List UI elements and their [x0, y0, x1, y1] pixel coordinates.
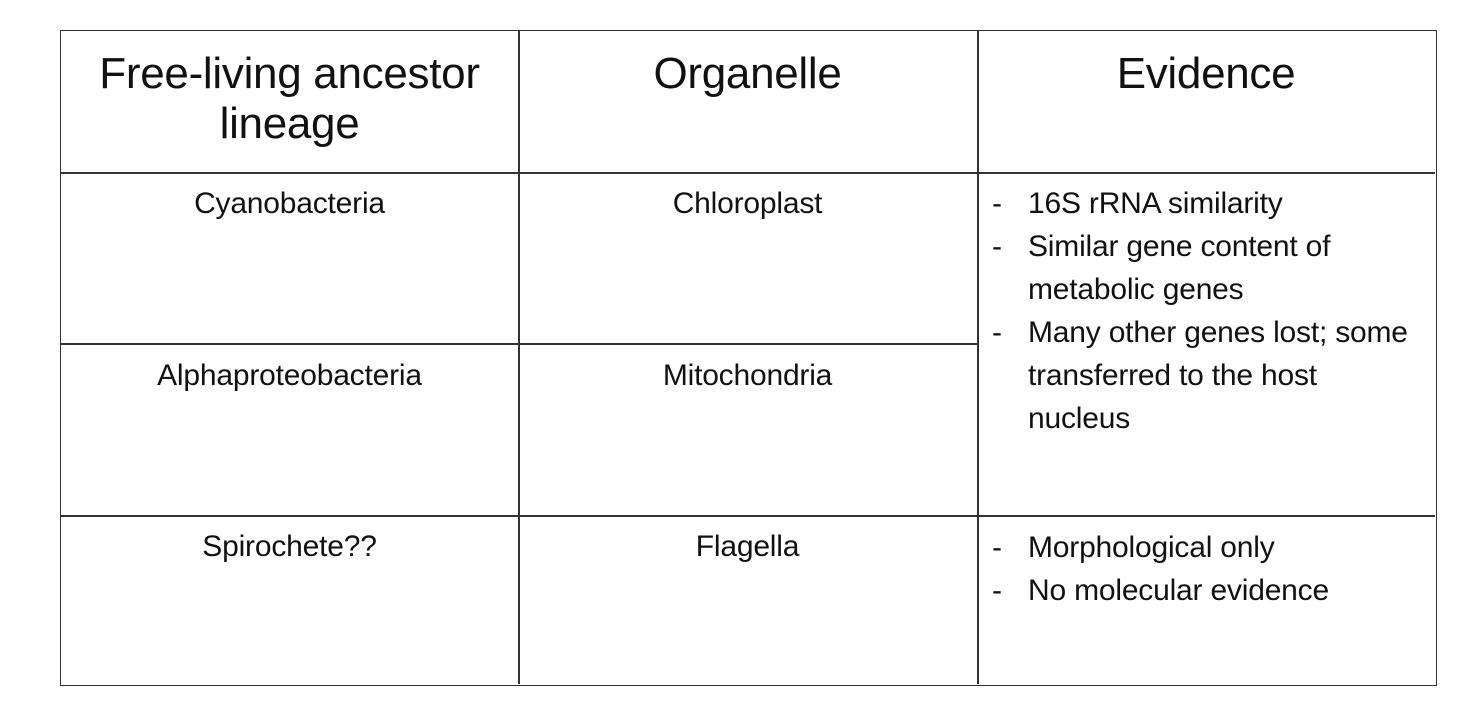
row-divider-2: [61, 515, 1435, 517]
evidence-flagella-list: Morphological only No molecular evidence: [978, 526, 1435, 612]
header-ancestor-lineage: Free-living ancestor lineage: [99, 49, 480, 148]
row-2-ancestor: Alphaproteobacteria: [157, 359, 422, 392]
list-item: Many other genes lost; some transferred …: [978, 311, 1435, 440]
header-evidence: Evidence: [1116, 49, 1296, 98]
evidence-flagella-cell: Morphological only No molecular evidence: [978, 526, 1435, 612]
column-divider-1: [518, 31, 520, 684]
header-divider: [61, 172, 1435, 174]
evidence-shared-list: 16S rRNA similarity Similar gene content…: [978, 182, 1435, 440]
list-item: Similar gene content of metabolic genes: [978, 225, 1435, 311]
row-3-organelle: Flagella: [695, 530, 800, 563]
list-item: No molecular evidence: [978, 569, 1435, 612]
list-item: Morphological only: [978, 526, 1435, 569]
list-item: 16S rRNA similarity: [978, 182, 1435, 225]
row-3-ancestor: Spirochete??: [202, 530, 377, 563]
header-organelle: Organelle: [653, 49, 842, 98]
row-2-organelle: Mitochondria: [662, 359, 833, 392]
evidence-shared-cell: 16S rRNA similarity Similar gene content…: [978, 182, 1435, 440]
endosymbiosis-table: Free-living ancestor lineage Organelle E…: [60, 30, 1437, 686]
row-1-organelle: Chloroplast: [672, 187, 823, 220]
row-1-ancestor: Cyanobacteria: [194, 187, 385, 220]
row-divider-1: [61, 343, 978, 345]
